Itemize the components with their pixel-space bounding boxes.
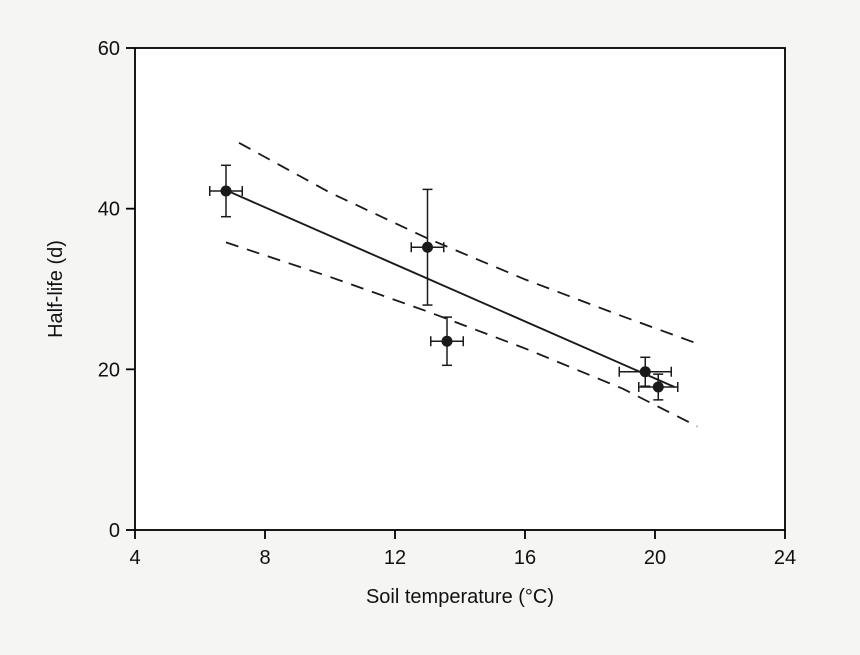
plot-area xyxy=(135,48,785,530)
regression-line xyxy=(225,189,675,388)
data-point xyxy=(639,366,651,378)
y-tick-label: 0 xyxy=(109,520,120,542)
y-axis-title: Half-life (d) xyxy=(45,240,67,338)
data-point xyxy=(422,241,433,253)
data-point xyxy=(652,381,664,393)
y-tick-label: 60 xyxy=(98,38,120,60)
x-tick-label: 12 xyxy=(384,547,406,569)
y-tick-label: 20 xyxy=(98,359,120,381)
x-axis-title: Soil temperature (°C) xyxy=(366,586,554,608)
x-tick-label: 4 xyxy=(129,547,140,569)
x-tick-label: 8 xyxy=(259,547,270,569)
x-tick-label: 24 xyxy=(774,547,796,569)
y-tick-label: 40 xyxy=(98,199,120,221)
confidence-band-lower xyxy=(225,241,698,428)
plot-frame xyxy=(134,47,786,531)
x-tick-label: 20 xyxy=(644,547,666,569)
x-tick-label: 16 xyxy=(514,547,536,569)
data-point xyxy=(441,335,453,347)
data-point xyxy=(220,185,232,197)
confidence-band-upper xyxy=(238,142,698,345)
